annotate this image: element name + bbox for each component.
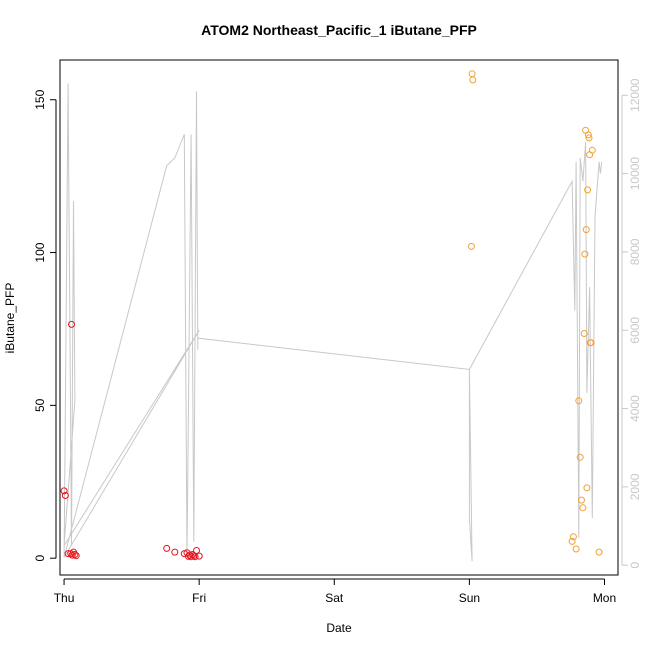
- data-point: [580, 330, 588, 337]
- data-point: [569, 533, 577, 541]
- data-point: [582, 226, 590, 234]
- data-point: [468, 70, 476, 78]
- data-point: [171, 548, 179, 556]
- data-point: [579, 504, 587, 512]
- data-point: [60, 487, 68, 495]
- data-point: [575, 397, 583, 405]
- y-tick-label: 0: [33, 555, 47, 562]
- data-point: [584, 186, 592, 194]
- data-point: [184, 552, 192, 560]
- chart-title: ATOM2 Northeast_Pacific_1 iButane_PFP: [201, 22, 477, 38]
- data-point: [469, 76, 477, 84]
- x-axis-label: Date: [326, 621, 352, 635]
- data-point: [586, 151, 594, 159]
- data-point: [583, 484, 591, 492]
- data-point: [71, 551, 79, 558]
- data-point: [585, 134, 593, 142]
- data-point: [193, 547, 200, 554]
- data-point: [467, 242, 475, 250]
- data-point: [595, 548, 603, 556]
- y2-tick-label: 6000: [628, 317, 642, 344]
- y2-tick-label: 8000: [628, 238, 642, 265]
- data-point: [576, 453, 584, 461]
- data-point: [61, 492, 69, 499]
- y-tick-label: 150: [33, 89, 47, 109]
- plot-frame: [59, 59, 619, 576]
- data-point: [68, 320, 75, 328]
- y2-tick-label: 10000: [628, 157, 642, 191]
- x-tick-label: Fri: [192, 591, 206, 605]
- data-point: [581, 250, 589, 258]
- data-point: [578, 496, 585, 504]
- data-point: [587, 339, 595, 347]
- secondary-series-line: [63, 83, 603, 562]
- data-point: [72, 552, 80, 560]
- x-tick-label: Mon: [593, 591, 616, 605]
- y-tick-label: 50: [33, 398, 47, 412]
- data-point: [572, 545, 580, 553]
- x-tick-label: Thu: [54, 591, 75, 605]
- y2-tick-label: 4000: [628, 395, 642, 422]
- y2-tick-label: 2000: [628, 473, 642, 500]
- data-point: [584, 131, 592, 139]
- data-point: [588, 146, 596, 154]
- y-tick-label: 100: [33, 242, 47, 262]
- y2-tick-label: 12000: [628, 78, 642, 112]
- x-tick-label: Sat: [325, 591, 344, 605]
- y2-tick-label: 0: [628, 562, 642, 569]
- data-point: [163, 544, 171, 552]
- x-tick-label: Sun: [459, 591, 480, 605]
- data-point: [568, 537, 576, 545]
- y-axis-label: iButane_PFP: [3, 283, 17, 354]
- data-point: [195, 552, 203, 560]
